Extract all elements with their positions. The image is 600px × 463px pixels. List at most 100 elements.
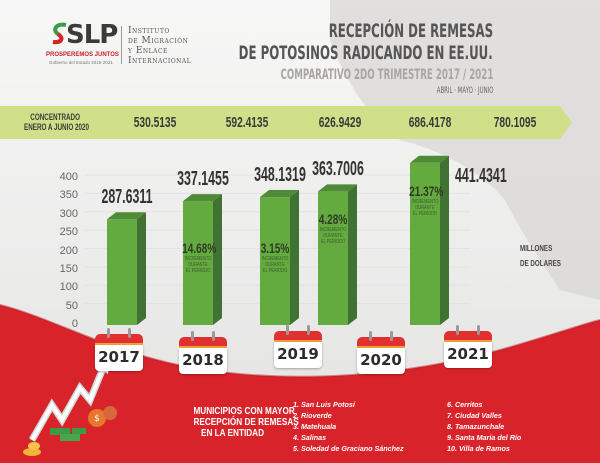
institute-line: Internacional: [128, 56, 192, 66]
map-silhouette: [330, 0, 600, 300]
calendar-ring: [212, 331, 215, 341]
bar-front: [318, 191, 348, 325]
institute-line: Instituto: [128, 26, 170, 36]
band-value-2021: 780.1095: [493, 114, 537, 131]
x-tick-label: 2019: [277, 345, 319, 363]
municipios-title: MUNICIPIOS CON MAYOR RECEPCIÓN DE REMESA…: [193, 406, 299, 439]
summary-band: [0, 106, 572, 139]
municipio-item: 8. Tamazunchale: [447, 422, 505, 431]
bar-top: [107, 212, 146, 220]
bar-side: [348, 184, 357, 325]
bar-side: [213, 194, 222, 325]
bar-2020: [318, 184, 357, 325]
y-axis-unit-label: MILLONES DE DOLARES: [520, 241, 561, 271]
y-tick-label: 200: [59, 244, 78, 257]
increment-percent: 4.28%: [318, 211, 348, 228]
calendar-ring: [128, 328, 131, 338]
band-value-2019: 626.9429: [318, 114, 362, 131]
increment-badge: 4.28% INCREMENTO DURANTE EL PERIODO: [311, 211, 355, 245]
calendar-ring: [390, 331, 393, 341]
municipios-list-1: 1. San Luis Potosí 2. Rioverde 3. Matehu…: [293, 399, 404, 454]
increment-caption: EL PERIODO: [320, 239, 346, 246]
municipio-item: 4. Salinas: [293, 433, 327, 442]
calendar-2017-icon: 2017: [95, 328, 143, 372]
red-wave: [0, 305, 600, 463]
bar-2017: [107, 212, 146, 325]
increment-caption: DURANTE: [415, 204, 435, 211]
band-value-2018: 592.4135: [225, 114, 269, 131]
gold-coins-icon: [23, 442, 41, 456]
bar-front: [107, 219, 137, 325]
calendar-2021-icon: 2021: [444, 325, 492, 369]
institute-line: de Migración: [128, 36, 189, 46]
bar-value-label: 441.4341: [455, 164, 507, 187]
institute-logo: SLP PROSPEREMOS JUNTOS Gobierno del Esta…: [46, 20, 216, 70]
logo-tagline: PROSPEREMOS JUNTOS: [46, 52, 119, 58]
bar-value-label: 337.1455: [176, 168, 229, 191]
calendar-2020-icon: 2020: [357, 331, 405, 375]
bar-top: [318, 184, 357, 192]
calendar-body: [444, 342, 492, 368]
municipio-item: 1. San Luis Potosí: [293, 400, 355, 409]
band-label: CONCENTRADO ENERO A JUNIO 2020: [24, 112, 89, 132]
calendar-body: [274, 342, 322, 368]
increment-caption: INCREMENTO: [184, 256, 212, 262]
y-tick-label: 300: [59, 207, 78, 220]
calendar-ring: [456, 325, 459, 335]
increment-caption: INCREMENTO: [261, 256, 289, 262]
municipios-title-line: RECEPCIÓN DE REMESAS: [193, 417, 299, 428]
y-tick-label: 150: [59, 262, 78, 275]
increment-badge: 14.68% INCREMENTO DURANTE EL PERIODO: [176, 240, 220, 274]
y-tick-label: 100: [59, 281, 78, 294]
increment-percent: 21.37%: [409, 182, 444, 199]
municipios-title-line: EN LA ENTIDAD: [200, 428, 264, 439]
municipios-title-line: MUNICIPIOS CON MAYOR: [193, 406, 295, 417]
y-tick-label: 50: [65, 299, 78, 312]
y-tick-label: 350: [59, 189, 78, 202]
increment-caption: INCREMENTO: [319, 227, 347, 234]
bar-value-label: 363.7006: [311, 158, 364, 181]
calendar-ring: [369, 331, 372, 341]
svg-text:$: $: [94, 414, 100, 424]
calendar-ring: [477, 325, 480, 335]
calendar-body: [179, 348, 227, 374]
increment-caption: DURANTE: [265, 262, 285, 268]
calendar-body: [95, 345, 143, 371]
calendar-header: [444, 331, 492, 342]
calendar-ring: [191, 331, 194, 341]
calendar-header: [274, 331, 322, 342]
money-bag-icon: $: [88, 406, 117, 427]
calendar-header: [357, 337, 405, 348]
logo-text: SLP: [66, 20, 118, 50]
bar-2019: [260, 190, 299, 325]
slp-swirl-icon: [52, 22, 67, 45]
calendar-ring: [107, 328, 110, 338]
increment-percent: 14.68%: [182, 240, 217, 256]
bar-side: [137, 212, 146, 325]
municipio-item: 6. Cerritos: [447, 400, 483, 409]
x-tick-label: 2018: [182, 351, 224, 369]
municipios-list-2: 6. Cerritos 7. Ciudad Valles 8. Tamazunc…: [447, 399, 521, 454]
y-tick-label: 250: [59, 226, 78, 239]
increment-percent: 3.15%: [260, 240, 290, 256]
municipio-item: 2. Rioverde: [293, 411, 332, 420]
band-value-2017: 530.5135: [133, 114, 177, 131]
band-value-2020: 686.4178: [408, 114, 452, 131]
municipio-item: 3. Matehuala: [293, 422, 337, 431]
bar-top: [260, 190, 299, 198]
calendar-ring: [307, 325, 310, 335]
band-label-line: CONCENTRADO: [30, 112, 80, 122]
logo-government: Gobierno del Estado 2015-2021: [49, 60, 113, 65]
increment-caption: DURANTE: [323, 233, 343, 240]
y-tick-label: 400: [59, 171, 78, 183]
increment-caption: EL PERIODO: [262, 268, 288, 274]
calendar-header: [179, 337, 227, 348]
bar-side: [290, 190, 299, 325]
bar-front: [410, 162, 440, 325]
x-tick-label: 2020: [360, 351, 402, 369]
increment-caption: INCREMENTO: [411, 198, 439, 205]
institute-name: Instituto de Migración y Enlace Internac…: [128, 26, 191, 66]
bar-2018: [183, 194, 222, 325]
